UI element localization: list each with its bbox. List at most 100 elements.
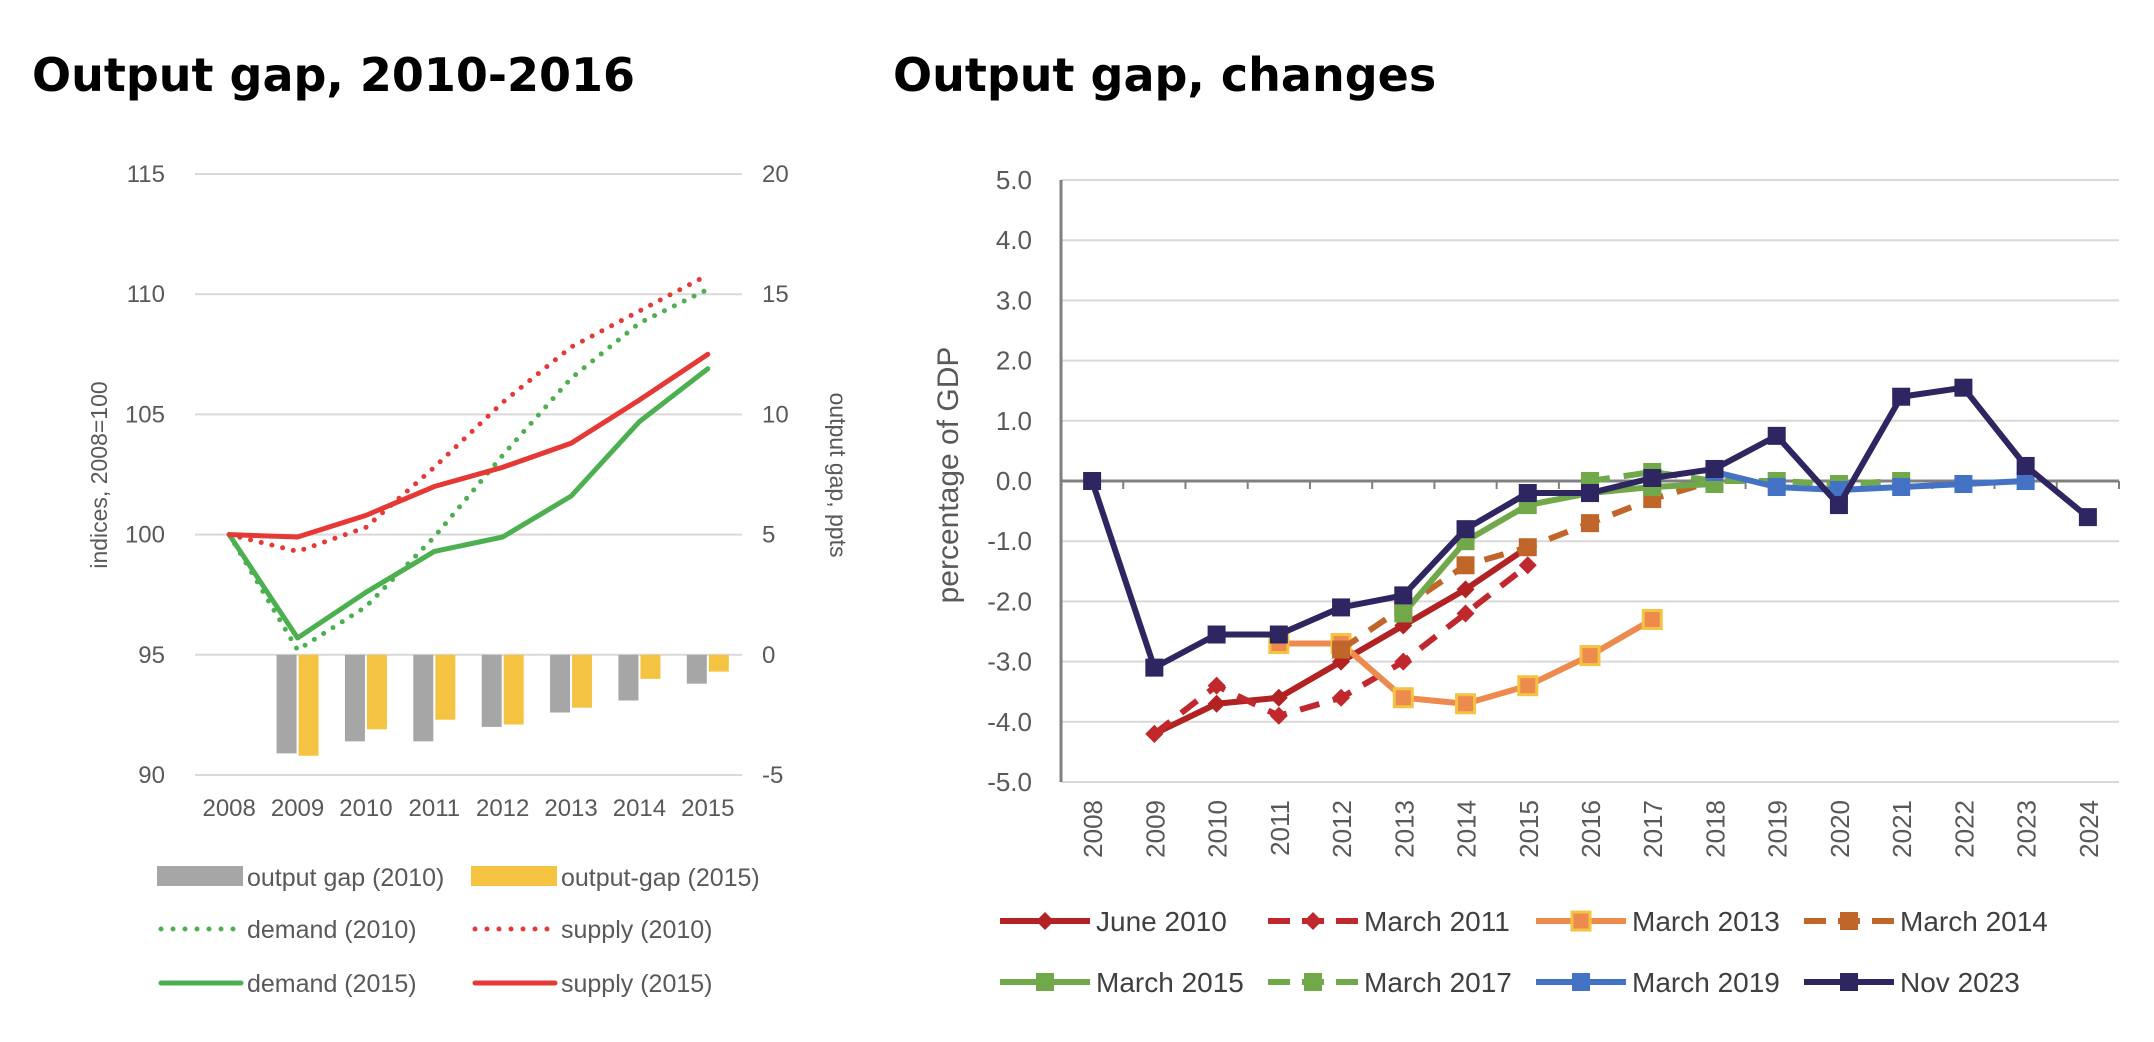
marker-point (1036, 973, 1054, 991)
legend-label: Nov 2023 (1900, 967, 2020, 998)
x-tick-label: 2023 (2012, 800, 2042, 858)
marker-point (1455, 693, 1477, 715)
x-tick-label: 2009 (1140, 800, 1170, 858)
bar-output-gap-2015 (435, 654, 456, 720)
x-tick-label: 2017 (1638, 800, 1668, 858)
bar-output-gap-2010 (344, 654, 365, 742)
y-tick-label: -4.0 (987, 707, 1032, 737)
legend-label: supply (2015) (561, 970, 712, 998)
line-march-2019 (1713, 469, 2026, 494)
legend-label: March 2015 (1096, 967, 1244, 998)
x-tick-label: 2013 (544, 795, 597, 822)
legend-item-march-2014: March 2014 (1804, 906, 2048, 937)
right-y-tick-label: 20 (762, 161, 789, 188)
marker-point (1269, 688, 1288, 707)
marker-point (1517, 675, 1539, 697)
x-tick-label: 2016 (1576, 800, 1606, 858)
bar-output-gap-2010 (686, 654, 707, 684)
left-y-tick-label: 110 (127, 281, 165, 308)
bar-output-gap-2015 (366, 654, 387, 730)
marker-point (1304, 912, 1322, 930)
bar-output-gap-2010 (276, 654, 297, 754)
marker-point (1392, 687, 1414, 709)
marker-point (1705, 459, 1724, 478)
left-y-tick-label: 90 (138, 762, 165, 789)
x-tick-label: 2011 (409, 795, 461, 822)
x-tick-label: 2018 (1700, 800, 1730, 858)
marker-point (1581, 484, 1599, 503)
marker-point (1394, 604, 1413, 623)
bar-output-gap-2015 (708, 654, 729, 672)
left-y-axis-title: indices, 2008=100 (86, 381, 112, 568)
right-y-tick-label: 5 (762, 522, 775, 549)
right-y-axis-title: percentage of GDP (932, 347, 965, 604)
bar-output-gap-2015 (640, 654, 661, 679)
y-tick-label: 0.0 (996, 466, 1032, 496)
marker-point (1829, 496, 1848, 515)
line-march-2017 (1589, 468, 1902, 488)
marker-point (1581, 514, 1599, 533)
bar-output-gap-2015 (503, 654, 524, 725)
marker-point (1572, 973, 1590, 991)
marker-point (1579, 645, 1601, 667)
left-y-tick-label: 100 (125, 522, 165, 549)
marker-point (1269, 625, 1288, 644)
marker-point (1207, 625, 1226, 644)
y-tick-label: -5.0 (987, 767, 1032, 797)
y-tick-label: -1.0 (987, 526, 1032, 556)
marker-point (1456, 520, 1475, 539)
legend-item-march-2017: March 2017 (1268, 967, 1512, 998)
marker-point (1332, 598, 1351, 617)
legend-label: June 2010 (1096, 906, 1227, 937)
legend-item-demand-2010: demand (2010) (158, 916, 417, 944)
marker-point (1207, 676, 1226, 695)
bar-output-gap-2010 (481, 654, 502, 727)
marker-point (1518, 556, 1537, 575)
legend-swatch (157, 866, 243, 886)
marker-point (1456, 556, 1475, 575)
line-demand-2015 (226, 366, 711, 641)
marker-point (1207, 694, 1226, 713)
marker-point (2078, 508, 2097, 527)
marker-point (1269, 706, 1288, 725)
right-y-tick-label: -5 (762, 762, 783, 789)
marker-point (1767, 478, 1786, 497)
line-demand-2010 (226, 286, 711, 653)
marker-point (1840, 973, 1858, 991)
marker-point (1643, 468, 1662, 487)
x-tick-label: 2008 (202, 795, 255, 822)
legend-label: demand (2015) (247, 970, 417, 998)
legend-label: March 2019 (1632, 967, 1780, 998)
series-nov-2023 (1083, 378, 2097, 677)
marker-point (1518, 484, 1537, 503)
right-y-tick-label: 0 (762, 642, 775, 669)
marker-point (2016, 456, 2035, 475)
legend-label: supply (2010) (561, 916, 712, 944)
marker-point (1840, 912, 1858, 930)
marker-point (1394, 586, 1413, 605)
x-tick-label: 2009 (271, 795, 324, 822)
legend-item-march-2015: March 2015 (1000, 967, 1244, 998)
bar-output-gap-2010 (413, 654, 434, 742)
legend-item-supply-2010: supply (2010) (472, 916, 712, 944)
x-tick-label: 2012 (1327, 800, 1357, 858)
bar-output-gap-2010 (550, 654, 571, 713)
x-tick-label: 2010 (1203, 800, 1233, 858)
legend-item-demand-2015: demand (2015) (158, 970, 417, 998)
marker-point (1456, 580, 1475, 599)
marker-point (1036, 912, 1054, 930)
bar-output-gap-2015 (298, 654, 319, 756)
marker-point (1145, 658, 1164, 677)
marker-point (1332, 640, 1351, 659)
legend-item-march-2013: March 2013 (1536, 906, 1780, 937)
left-y-tick-label: 115 (127, 161, 165, 188)
marker-point (1954, 378, 1973, 397)
marker-point (1083, 472, 1102, 490)
x-tick-label: 2014 (613, 795, 666, 822)
legend-swatch (471, 866, 557, 886)
legend-label: demand (2010) (247, 916, 417, 944)
y-tick-label: 4.0 (996, 225, 1032, 255)
right-y-tick-label: 10 (762, 401, 789, 428)
marker-point (1641, 608, 1663, 630)
